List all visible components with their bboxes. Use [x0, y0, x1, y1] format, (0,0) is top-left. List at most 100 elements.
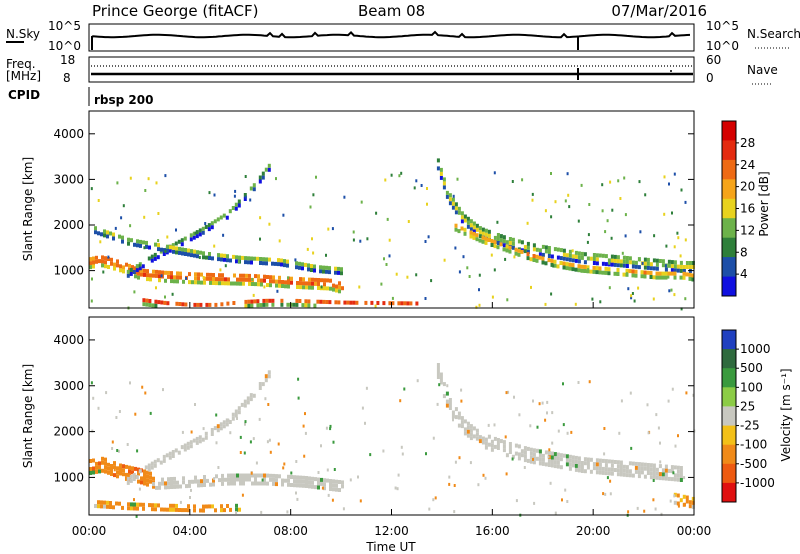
scatter-cell [659, 441, 661, 445]
scatter-cell [515, 499, 518, 503]
scatter-cell [116, 181, 119, 185]
scatter-cell [400, 171, 403, 175]
data-cell [239, 477, 242, 482]
data-cell [580, 268, 584, 273]
data-cell [649, 275, 653, 279]
data-cell [526, 252, 530, 257]
data-cell [445, 190, 449, 195]
scatter-cell [325, 426, 328, 430]
data-cell [604, 254, 608, 259]
data-cell [127, 506, 130, 511]
data-cell [209, 276, 212, 281]
data-cell [607, 271, 611, 276]
data-cell [260, 473, 263, 478]
data-cell [520, 453, 524, 458]
data-cell [121, 239, 124, 244]
scatter-cell [244, 422, 246, 426]
scatter-cell [506, 298, 509, 302]
data-cell [275, 283, 278, 288]
scatter-cell [538, 402, 541, 406]
data-cell [538, 248, 542, 253]
power-colorbar-segment [722, 276, 736, 297]
data-cell [227, 473, 230, 478]
data-cell [574, 463, 578, 468]
data-cell [679, 470, 683, 474]
data-cell [296, 475, 299, 480]
data-cell [610, 467, 614, 472]
data-cell [206, 478, 209, 483]
data-cell [499, 242, 503, 247]
scatter-cell [133, 290, 136, 294]
data-cell [541, 252, 545, 257]
data-cell [535, 258, 539, 263]
data-cell [209, 280, 212, 285]
data-cell [251, 473, 254, 478]
data-cell [197, 280, 200, 285]
data-cell [658, 476, 662, 481]
data-cell [616, 472, 620, 477]
scatter-cell [638, 258, 641, 262]
scatter-cell [660, 512, 663, 516]
data-cell [469, 432, 473, 437]
xtick-label: 00:00 [677, 524, 712, 538]
data-cell [242, 281, 245, 286]
data-cell [457, 423, 461, 428]
data-cell [553, 452, 557, 457]
data-cell [508, 446, 512, 450]
data-cell [325, 269, 328, 274]
data-cell [225, 422, 229, 427]
data-cell [268, 298, 272, 303]
data-cell [224, 477, 227, 482]
data-cell [607, 459, 611, 464]
data-cell [475, 223, 479, 228]
data-cell [529, 451, 533, 456]
data-cell [170, 279, 173, 284]
data-cell [195, 230, 199, 235]
data-cell [192, 235, 196, 240]
data-cell [568, 257, 572, 262]
data-cell [119, 264, 122, 269]
data-cell [619, 468, 623, 473]
scatter-cell [677, 236, 680, 240]
data-cell [92, 256, 95, 261]
velocity-colorbar-segment [722, 463, 736, 484]
data-cell [247, 303, 251, 308]
data-cell [323, 482, 326, 487]
data-cell [595, 470, 599, 475]
power-ytick-label: 3000 [53, 172, 84, 186]
data-cell [229, 258, 232, 263]
data-cell [685, 272, 689, 277]
data-cell [137, 467, 140, 472]
data-cell [134, 266, 137, 271]
data-cell [127, 237, 130, 242]
data-cell [154, 507, 157, 512]
data-cell [332, 283, 335, 288]
data-cell [225, 215, 229, 220]
xtick-label: 12:00 [374, 524, 409, 538]
data-cell [97, 231, 100, 236]
data-cell [676, 501, 680, 506]
data-cell [152, 476, 155, 481]
data-cell [302, 483, 305, 488]
scatter-cell [251, 277, 254, 281]
data-cell [571, 258, 575, 263]
data-cell [547, 258, 551, 263]
data-cell [299, 475, 302, 480]
data-cell [586, 465, 590, 470]
data-cell [496, 442, 500, 446]
data-cell [319, 269, 322, 274]
data-cell [248, 273, 251, 278]
data-cell [233, 273, 236, 278]
data-cell [292, 302, 296, 307]
data-cell [254, 481, 257, 486]
data-cell [166, 301, 170, 306]
data-cell [439, 175, 443, 180]
data-cell [691, 265, 695, 269]
data-cell [622, 263, 626, 268]
data-cell [234, 202, 238, 207]
data-cell [329, 487, 332, 491]
data-cell [122, 468, 125, 473]
velocity-colorbar-segment [722, 387, 736, 407]
scatter-cell [164, 249, 167, 253]
